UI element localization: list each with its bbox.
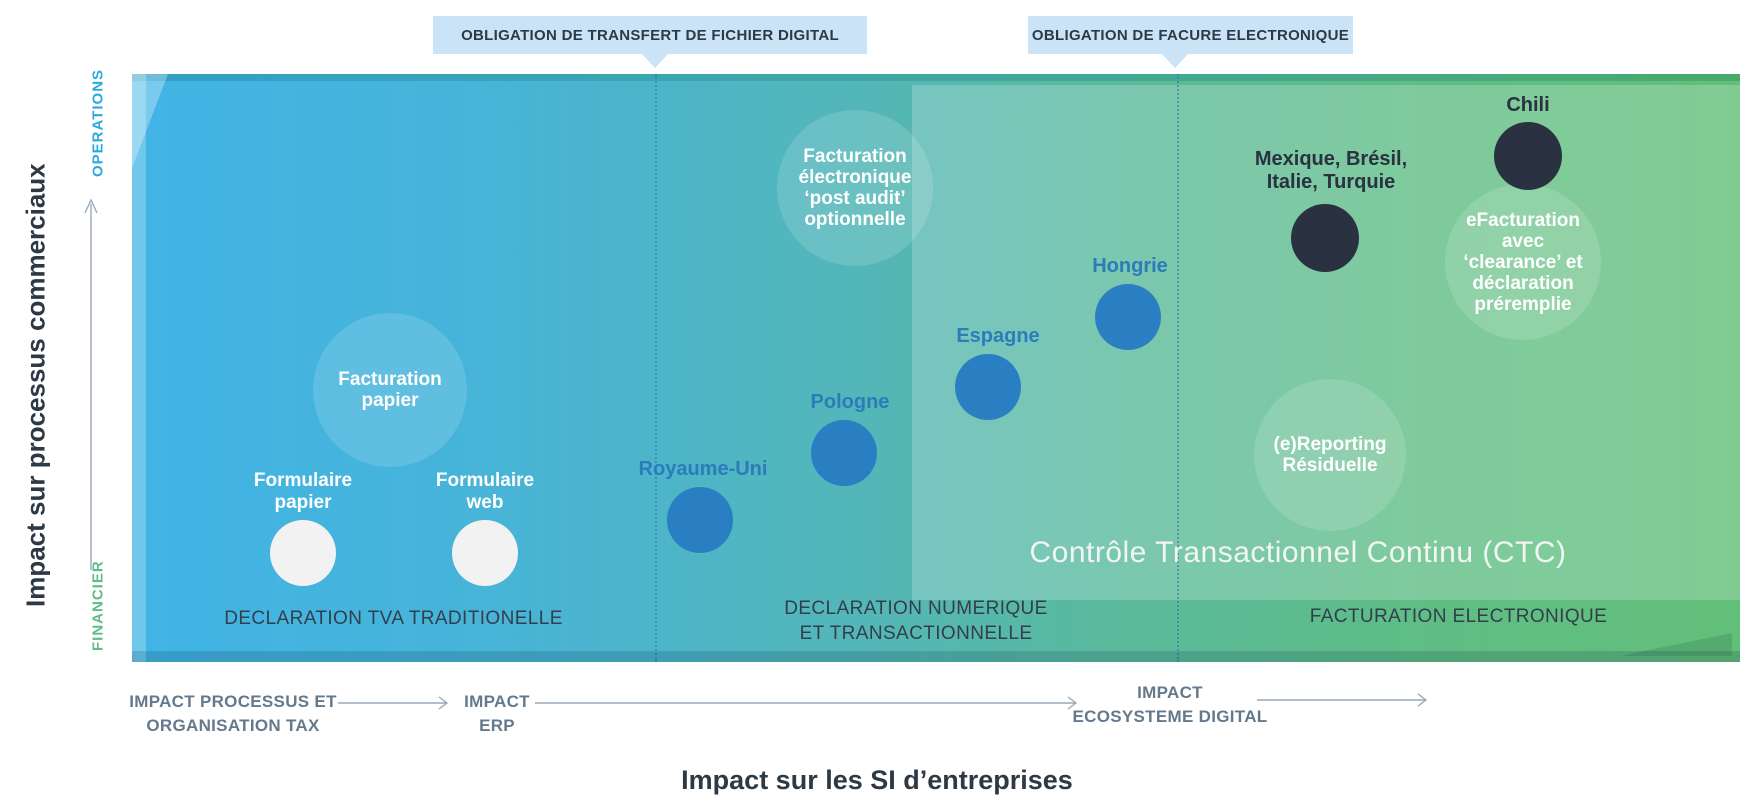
bubble-ereporting-label: (e)Reporting Résiduelle bbox=[1273, 434, 1387, 476]
section-divider-2 bbox=[1177, 74, 1179, 662]
chart-plane: Facturation papier Facturation électroni… bbox=[132, 74, 1740, 662]
tag-tail-icon bbox=[642, 54, 668, 68]
section-declaration-tva: DECLARATION TVA TRADITIONELLE bbox=[224, 608, 563, 629]
hongrie-label: Hongrie bbox=[1092, 255, 1168, 277]
y-axis-arrow-up-icon bbox=[84, 198, 98, 570]
pologne-label: Pologne bbox=[810, 391, 890, 413]
bubble-facturation-papier-label: Facturation papier bbox=[338, 369, 442, 411]
left-edge-highlight bbox=[132, 74, 146, 662]
x-step-impact-erp: IMPACT ERP bbox=[464, 692, 530, 735]
x-step-impact-ecosysteme: IMPACT ECOSYSTEME DIGITAL bbox=[1072, 683, 1268, 726]
royaume-uni-label: Royaume-Uni bbox=[638, 458, 768, 480]
ctc-label: Contrôle Transactionnel Continu (CTC) bbox=[1029, 536, 1567, 569]
bubble-post-audit: Facturation électronique ‘post audit’ op… bbox=[777, 110, 933, 266]
tag-obligation-facture-electronique: OBLIGATION DE FACURE ELECTRONIQUE bbox=[1028, 16, 1353, 54]
x-axis-arrow-icon bbox=[338, 696, 449, 710]
ctc-overlay-region bbox=[912, 85, 1740, 600]
y-axis-title: Impact sur processus commerciaux bbox=[20, 163, 51, 607]
chili-dot bbox=[1494, 122, 1562, 190]
y-axis-bottom-label: FINANCIER bbox=[89, 560, 107, 652]
section-divider-1 bbox=[655, 74, 657, 662]
chart-top-border bbox=[132, 74, 1740, 81]
hongrie-dot bbox=[1095, 284, 1161, 350]
x-axis-title: Impact sur les SI d’entreprises bbox=[681, 765, 1073, 795]
bubble-ereporting: (e)Reporting Résiduelle bbox=[1254, 379, 1406, 531]
formulaire-web-label: Formulaire web bbox=[435, 470, 535, 513]
y-axis-top-label: OPERATIONS bbox=[89, 68, 107, 178]
espagne-dot bbox=[955, 354, 1021, 420]
pologne-dot bbox=[811, 420, 877, 486]
section-declaration-numerique: DECLARATION NUMERIQUE ET TRANSACTIONNELL… bbox=[784, 598, 1048, 644]
mexique-bresil-dot bbox=[1291, 204, 1359, 272]
bubble-efacturation-clearance: eFacturation avec ‘clearance’ et déclara… bbox=[1445, 184, 1601, 340]
x-axis-arrow-icon bbox=[535, 696, 1078, 710]
bubble-post-audit-label: Facturation électronique ‘post audit’ op… bbox=[798, 146, 912, 230]
formulaire-papier-label: Formulaire papier bbox=[253, 470, 353, 513]
chili-label: Chili bbox=[1506, 94, 1550, 116]
royaume-uni-dot bbox=[667, 487, 733, 553]
tag-obligation-transfert-fichier: OBLIGATION DE TRANSFERT DE FICHIER DIGIT… bbox=[433, 16, 867, 54]
formulaire-papier-dot bbox=[270, 520, 336, 586]
bubble-efacturation-clearance-label: eFacturation avec ‘clearance’ et déclara… bbox=[1463, 209, 1583, 315]
x-axis-arrow-icon bbox=[1257, 693, 1428, 707]
x-step-impact-processus: IMPACT PROCESSUS ET ORGANISATION TAX bbox=[129, 692, 337, 735]
mexique-bresil-label: Mexique, Brésil, Italie, Turquie bbox=[1254, 148, 1408, 193]
tag-tail-icon bbox=[1162, 54, 1188, 68]
espagne-label: Espagne bbox=[956, 325, 1040, 347]
bubble-facturation-papier: Facturation papier bbox=[313, 313, 467, 467]
top-left-triangle-decoration bbox=[132, 74, 168, 168]
section-facturation-electronique: FACTURATION ELECTRONIQUE bbox=[1309, 606, 1608, 627]
chart-bottom-border bbox=[132, 651, 1740, 662]
formulaire-web-dot bbox=[452, 520, 518, 586]
